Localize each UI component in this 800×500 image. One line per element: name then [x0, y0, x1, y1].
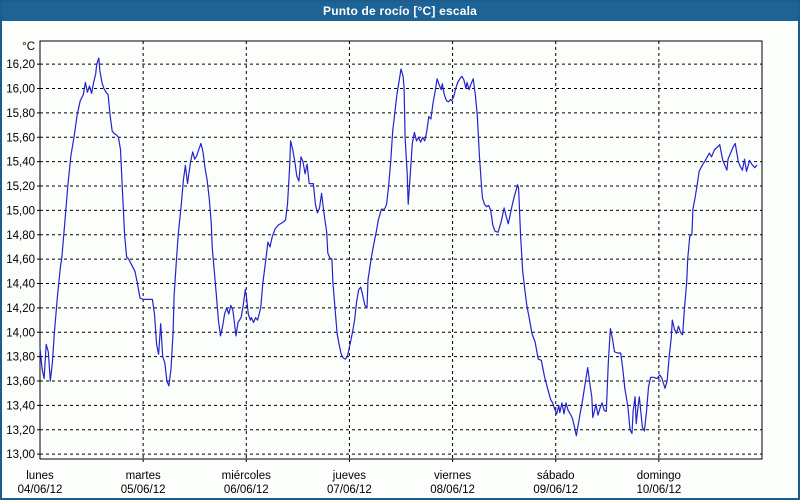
x-date-label: 06/06/12 — [224, 484, 269, 496]
y-tick-label: 15,60 — [6, 132, 35, 144]
y-tick-label: 14,40 — [6, 279, 35, 291]
x-day-label: lunes — [26, 470, 54, 482]
x-date-label: 10/06/12 — [636, 484, 681, 496]
y-axis-unit-label: °C — [22, 41, 35, 53]
y-tick-label: 15,20 — [6, 181, 35, 193]
y-tick-label: 13,00 — [6, 449, 35, 461]
y-tick-label: 15,00 — [6, 205, 35, 217]
y-tick-label: 15,80 — [6, 108, 35, 120]
y-tick-label: 14,60 — [6, 254, 35, 266]
y-tick-label: 13,80 — [6, 352, 35, 364]
y-tick-label: 16,20 — [6, 59, 35, 71]
y-tick-label: 13,60 — [6, 376, 35, 388]
x-day-label: miércoles — [222, 470, 271, 482]
x-date-label: 04/06/12 — [18, 484, 63, 496]
plot-frame — [39, 40, 763, 460]
series-line — [39, 57, 758, 437]
title-bar: Punto de rocío [°C] escala — [2, 2, 798, 21]
x-day-label: jueves — [332, 470, 366, 482]
x-date-label: 08/06/12 — [430, 484, 475, 496]
y-tick-label: 14,80 — [6, 230, 35, 242]
y-tick-label: 13,40 — [6, 400, 35, 412]
y-tick-label: 16,00 — [6, 84, 35, 96]
x-day-label: sábado — [537, 470, 575, 482]
x-day-label: viernes — [434, 470, 471, 482]
y-tick-label: 15,40 — [6, 157, 35, 169]
y-tick-label: 14,20 — [6, 303, 35, 315]
x-day-label: domingo — [637, 470, 681, 482]
x-date-label: 05/06/12 — [121, 484, 166, 496]
y-tick-label: 14,00 — [6, 327, 35, 339]
x-day-label: martes — [126, 470, 161, 482]
x-date-label: 07/06/12 — [327, 484, 372, 496]
y-tick-label: 13,20 — [6, 425, 35, 437]
x-date-label: 09/06/12 — [533, 484, 578, 496]
page-title: Punto de rocío [°C] escala — [322, 4, 478, 18]
